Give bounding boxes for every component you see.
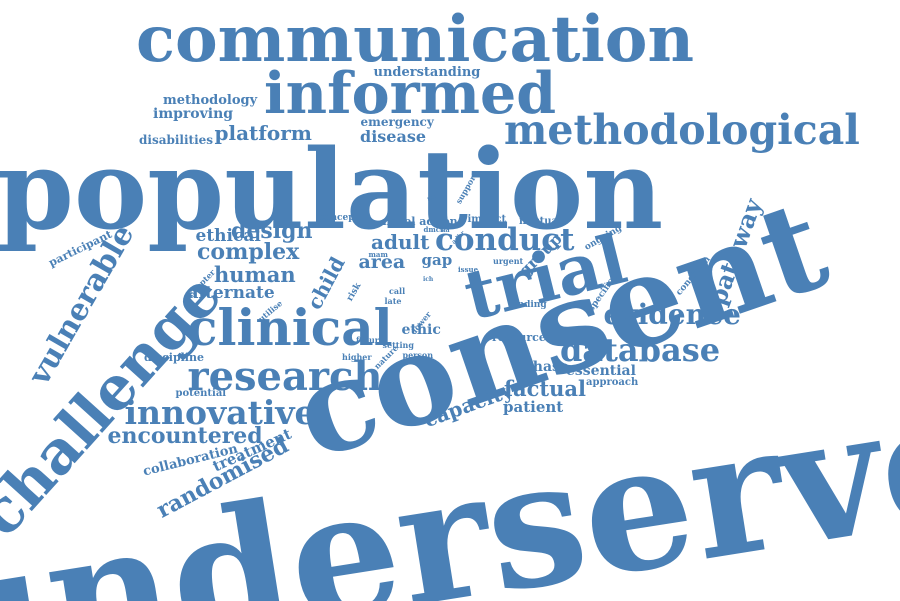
word-research: research (187, 353, 383, 400)
word-clinical: clinical (187, 298, 393, 357)
word-alternate: alternate (187, 282, 275, 303)
word-population: population (0, 125, 664, 254)
word-discipline: discipline (144, 350, 204, 364)
word-call: call (389, 286, 406, 296)
word-informed: informed (264, 59, 557, 127)
word-database: database (560, 331, 721, 369)
word-disease: disease (360, 127, 427, 146)
word-setting: setting (382, 340, 414, 350)
word-mam: mam (368, 249, 388, 259)
word-essential: essential (566, 363, 636, 379)
word-improving: improving (153, 106, 234, 122)
word-innovative: innovative (124, 392, 316, 432)
word-issue: issue (458, 264, 479, 274)
word-ethic: ethic (401, 322, 441, 338)
word-person: person (402, 350, 434, 360)
word-disabilities: disabilities (139, 133, 214, 147)
word-encountered: encountered (107, 423, 263, 449)
word-complex: complex (197, 239, 300, 265)
word-area: area (358, 250, 406, 273)
word-dmcs: dmcs (423, 224, 445, 234)
word-novel-action: novel action (382, 214, 458, 228)
word-gap: gap (421, 250, 453, 269)
word-via: via (440, 227, 450, 234)
word-ethical: ethical (195, 225, 261, 246)
word-phase: phase (523, 359, 569, 375)
word-ich: ich (423, 276, 434, 283)
word-understanding: understanding (373, 64, 481, 80)
word-finding: finding (511, 299, 547, 310)
word-concept: concept (319, 212, 359, 223)
word-fluctuate: fluctuate (519, 216, 569, 227)
word-methodological: methodological (504, 105, 860, 154)
word-communication: communication (136, 2, 694, 77)
word-conduct: conduct (435, 221, 575, 258)
word-human: human (214, 261, 296, 287)
word-approach: approach (586, 377, 639, 388)
word-design: design (231, 218, 313, 244)
word-evidence: evidence (603, 298, 741, 331)
word-potential: potential (175, 388, 227, 399)
word-resource: resource (492, 330, 546, 344)
word-platform: platform (214, 121, 312, 145)
word-patient: patient (503, 397, 564, 416)
word-emergency: emergency (360, 115, 434, 129)
word-impact: impact (467, 214, 507, 225)
word-adult: adult (371, 230, 430, 254)
word-factual: factual (504, 375, 586, 401)
word-urgent: urgent (493, 256, 524, 266)
word-late: late (384, 296, 402, 306)
word-methodology: methodology (163, 92, 258, 108)
word-future: future (356, 335, 385, 345)
word-higher: higher (342, 352, 372, 362)
